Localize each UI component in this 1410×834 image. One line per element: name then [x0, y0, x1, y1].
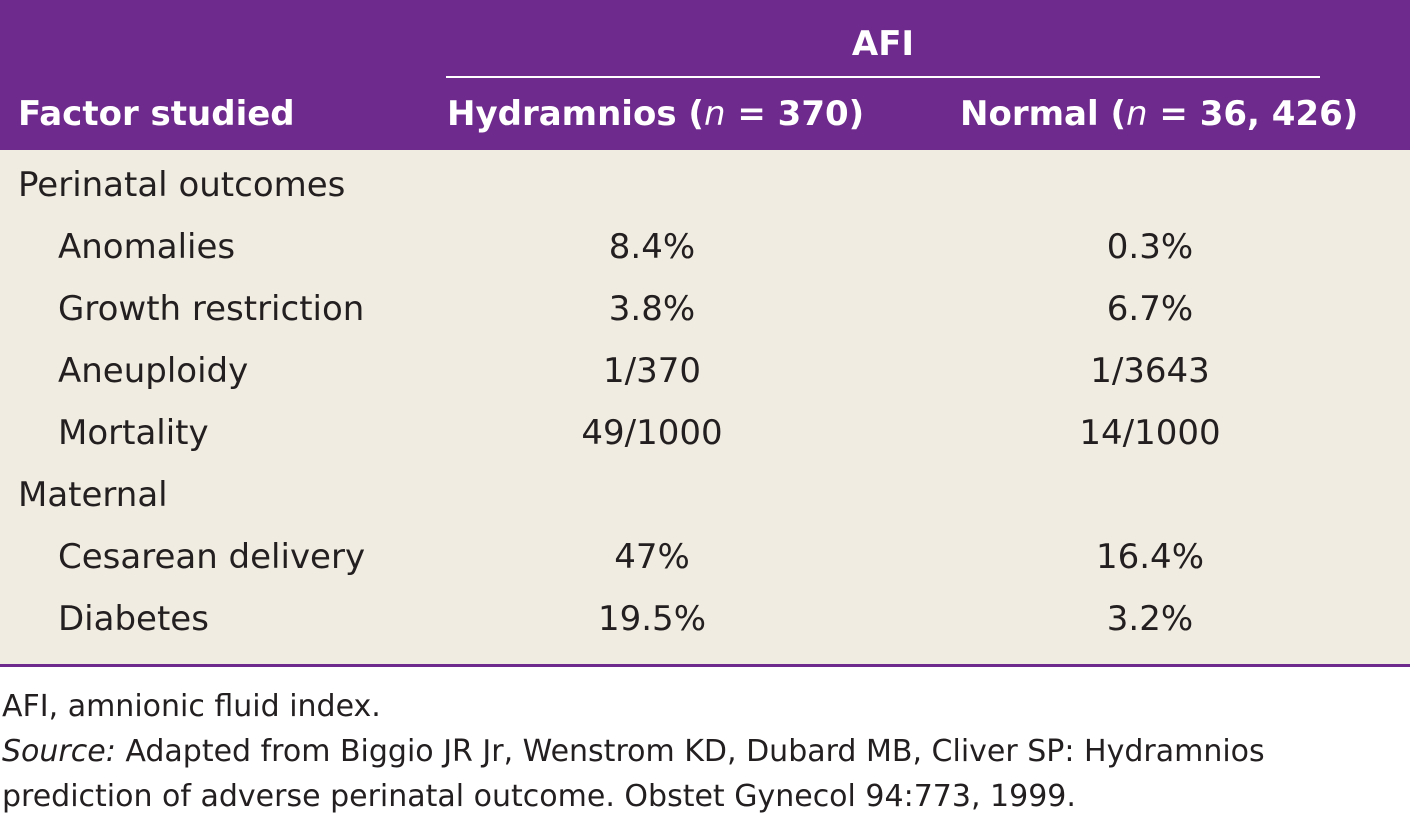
factor-column-header: Factor studied	[18, 94, 295, 134]
hydramnios-cell: 49/1000	[581, 413, 723, 453]
hydramnios-cell: 3.8%	[608, 289, 696, 329]
normal-cell: 3.2%	[1106, 599, 1194, 639]
table-row: Growth restriction 3.8% 6.7%	[0, 278, 1410, 340]
table-header: AFI Factor studied Hydramnios (n = 370) …	[0, 0, 1410, 150]
table-row: Mortality 49/1000 14/1000	[0, 402, 1410, 464]
row-label: Growth restriction	[58, 289, 365, 329]
row-label: Maternal	[18, 475, 168, 515]
table-row: Diabetes 19.5% 3.2%	[0, 588, 1410, 650]
source-text: Adapted from Biggio JR Jr, Wenstrom KD, …	[2, 734, 1265, 814]
normal-n-symbol: n	[1125, 94, 1148, 134]
row-label: Diabetes	[58, 599, 209, 639]
normal-cell: 1/3643	[1090, 351, 1210, 391]
normal-label: Normal (	[960, 94, 1126, 134]
row-label: Perinatal outcomes	[18, 165, 346, 205]
normal-column-header: Normal (n = 36, 426)	[960, 90, 1358, 138]
row-label: Cesarean delivery	[58, 537, 366, 577]
table-body: Perinatal outcomes Anomalies 8.4% 0.3% G…	[0, 150, 1410, 666]
table-bottom-rule	[0, 664, 1410, 667]
hydramnios-n-value: = 370)	[725, 94, 865, 134]
abbreviation-note: AFI, amnionic fluid index.	[2, 689, 381, 724]
hydramnios-column-header: Hydramnios (n = 370)	[447, 90, 864, 138]
row-label: Anomalies	[58, 227, 236, 267]
source-label: Source:	[2, 734, 116, 769]
hydramnios-cell: 8.4%	[608, 227, 696, 267]
row-label: Aneuploidy	[58, 351, 249, 391]
row-label: Mortality	[58, 413, 209, 453]
afi-group-header: AFI	[851, 24, 915, 64]
normal-cell: 16.4%	[1095, 537, 1204, 577]
normal-cell: 6.7%	[1106, 289, 1194, 329]
normal-cell: 0.3%	[1106, 227, 1194, 267]
table-row: Maternal	[0, 464, 1410, 526]
table-row: Aneuploidy 1/370 1/3643	[0, 340, 1410, 402]
hydramnios-n-symbol: n	[703, 94, 726, 134]
normal-n-value: = 36, 426)	[1147, 94, 1359, 134]
hydramnios-cell: 1/370	[603, 351, 701, 391]
afi-header-rule	[446, 76, 1320, 78]
source-note: Source: Adapted from Biggio JR Jr, Wenst…	[2, 729, 1402, 819]
table-row: Cesarean delivery 47% 16.4%	[0, 526, 1410, 588]
hydramnios-cell: 19.5%	[597, 599, 706, 639]
table-row: Perinatal outcomes	[0, 154, 1410, 216]
hydramnios-cell: 47%	[614, 537, 690, 577]
table-footnotes: AFI, amnionic fluid index. Source: Adapt…	[2, 684, 1402, 819]
hydramnios-label: Hydramnios (	[447, 94, 704, 134]
table-row: Anomalies 8.4% 0.3%	[0, 216, 1410, 278]
normal-cell: 14/1000	[1079, 413, 1221, 453]
